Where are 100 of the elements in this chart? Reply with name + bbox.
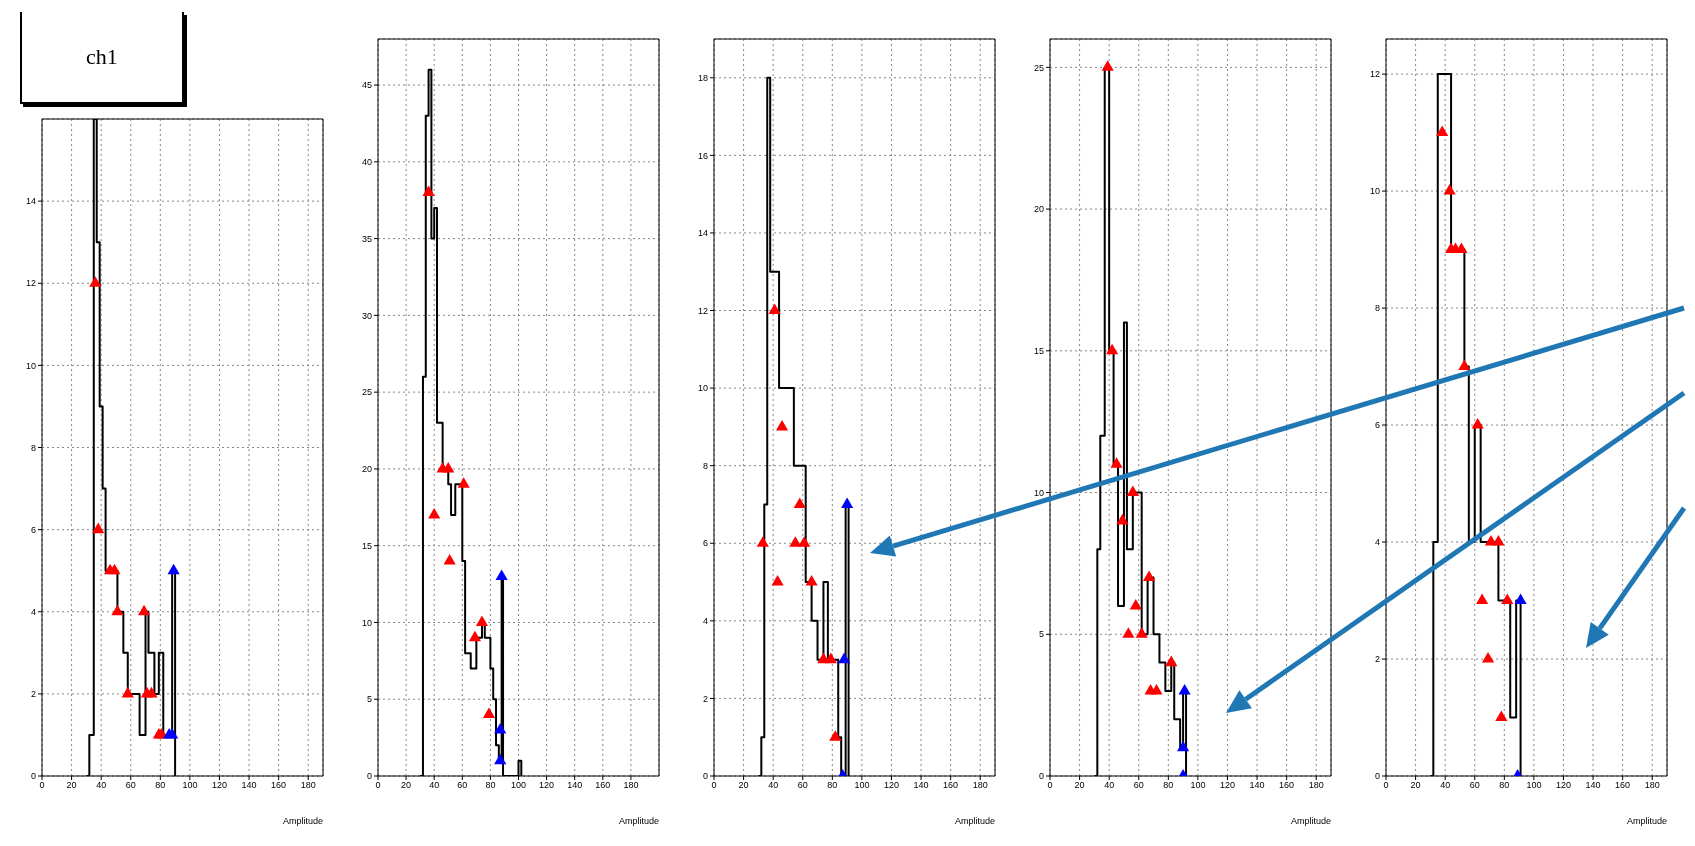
x-tick-label: 40 xyxy=(1104,780,1115,791)
x-axis-title: Amplitude xyxy=(954,816,995,826)
point xyxy=(1495,710,1508,722)
point xyxy=(798,536,811,547)
x-axis-title: Amplitude xyxy=(1290,816,1331,826)
point xyxy=(1471,418,1484,429)
point xyxy=(829,730,842,741)
point xyxy=(494,753,507,765)
chart-title: ch1 xyxy=(20,12,184,104)
x-tick-label: 20 xyxy=(1074,780,1085,791)
y-tick-label: 10 xyxy=(361,617,372,628)
x-tick-label: 20 xyxy=(401,780,412,791)
point xyxy=(771,575,784,586)
x-tick-label: 80 xyxy=(1163,780,1174,791)
x-tick-label: 40 xyxy=(96,780,107,791)
x-axis-title: Amplitude xyxy=(618,816,659,826)
x-tick-label: 160 xyxy=(595,780,611,791)
x-tick-label: 160 xyxy=(271,780,287,791)
y-tick-label: 20 xyxy=(1033,204,1044,215)
x-tick-label: 100 xyxy=(1190,780,1206,791)
x-tick-label: 80 xyxy=(1499,780,1510,791)
y-tick-label: 12 xyxy=(1369,69,1380,80)
point xyxy=(1458,359,1471,371)
y-tick-label: 6 xyxy=(702,538,708,549)
y-tick-label: 0 xyxy=(366,771,372,782)
point xyxy=(457,477,470,488)
y-tick-label: 14 xyxy=(697,228,708,239)
y-tick-label: 15 xyxy=(1033,346,1044,356)
y-tick-label: 0 xyxy=(1374,771,1380,782)
y-tick-label: 0 xyxy=(1038,771,1044,782)
point xyxy=(1476,593,1489,605)
x-tick-label: 40 xyxy=(1440,780,1451,791)
point xyxy=(428,507,441,519)
x-tick-label: 120 xyxy=(539,780,555,791)
y-tick-label: 45 xyxy=(361,80,372,91)
point xyxy=(1501,593,1514,605)
y-tick-label: 25 xyxy=(1033,62,1044,73)
x-tick-label: 60 xyxy=(797,780,808,791)
y-tick-label: 2 xyxy=(1374,654,1380,665)
point xyxy=(442,461,455,473)
y-tick-label: 25 xyxy=(361,387,372,398)
x-tick-label: 120 xyxy=(883,780,899,791)
y-tick-label: 10 xyxy=(1369,186,1380,197)
x-tick-label: 0 xyxy=(375,780,381,791)
x-tick-label: 120 xyxy=(1555,780,1571,791)
x-tick-label: 80 xyxy=(485,780,496,791)
x-tick-label: 40 xyxy=(429,780,440,791)
point xyxy=(1116,513,1129,525)
x-tick-label: 0 xyxy=(1047,780,1053,791)
x-tick-label: 60 xyxy=(1469,780,1480,791)
x-tick-label: 0 xyxy=(711,780,717,791)
y-tick-label: 6 xyxy=(30,524,36,535)
point xyxy=(137,604,151,616)
x-tick-label: 20 xyxy=(66,780,77,791)
x-tick-label: 60 xyxy=(457,780,468,791)
y-tick-label: 8 xyxy=(702,460,708,471)
x-tick-label: 140 xyxy=(913,780,929,791)
point xyxy=(775,419,789,431)
point xyxy=(1436,125,1449,137)
point xyxy=(145,686,158,698)
point xyxy=(111,604,124,616)
x-tick-label: 80 xyxy=(827,780,838,791)
point xyxy=(1101,60,1114,71)
point xyxy=(1177,740,1190,752)
y-tick-label: 30 xyxy=(361,310,372,321)
x-tick-label: 180 xyxy=(972,780,988,791)
y-tick-label: 8 xyxy=(30,442,36,453)
point xyxy=(494,722,507,734)
x-tick-label: 100 xyxy=(854,780,870,791)
point xyxy=(482,707,496,719)
y-tick-label: 5 xyxy=(1038,629,1044,640)
x-tick-label: 160 xyxy=(1279,780,1295,791)
y-tick-label: 10 xyxy=(25,360,36,371)
y-tick-label: 4 xyxy=(702,616,708,627)
x-tick-label: 120 xyxy=(211,780,227,791)
x-tick-label: 140 xyxy=(1585,780,1601,791)
x-tick-label: 100 xyxy=(182,780,198,791)
x-tick-label: 180 xyxy=(1644,780,1660,791)
x-tick-label: 60 xyxy=(125,780,136,791)
x-tick-label: 40 xyxy=(768,780,779,791)
point xyxy=(1492,535,1505,546)
point xyxy=(1126,485,1139,497)
x-tick-label: 20 xyxy=(1410,780,1421,791)
x-tick-label: 60 xyxy=(1133,780,1144,791)
y-tick-label: 2 xyxy=(30,689,36,700)
x-tick-label: 160 xyxy=(1615,780,1631,791)
point xyxy=(768,303,781,315)
x-axis-title: Amplitude xyxy=(1626,816,1667,826)
y-tick-label: 12 xyxy=(25,278,36,289)
point xyxy=(1106,343,1119,355)
point xyxy=(1481,652,1495,663)
point xyxy=(756,536,769,547)
point xyxy=(1514,593,1527,605)
x-tick-label: 80 xyxy=(155,780,166,791)
x-tick-label: 120 xyxy=(1219,780,1235,791)
point xyxy=(824,652,837,664)
y-tick-label: 18 xyxy=(697,72,708,83)
point xyxy=(805,575,818,586)
y-tick-label: 10 xyxy=(1033,487,1044,498)
point xyxy=(121,686,134,698)
